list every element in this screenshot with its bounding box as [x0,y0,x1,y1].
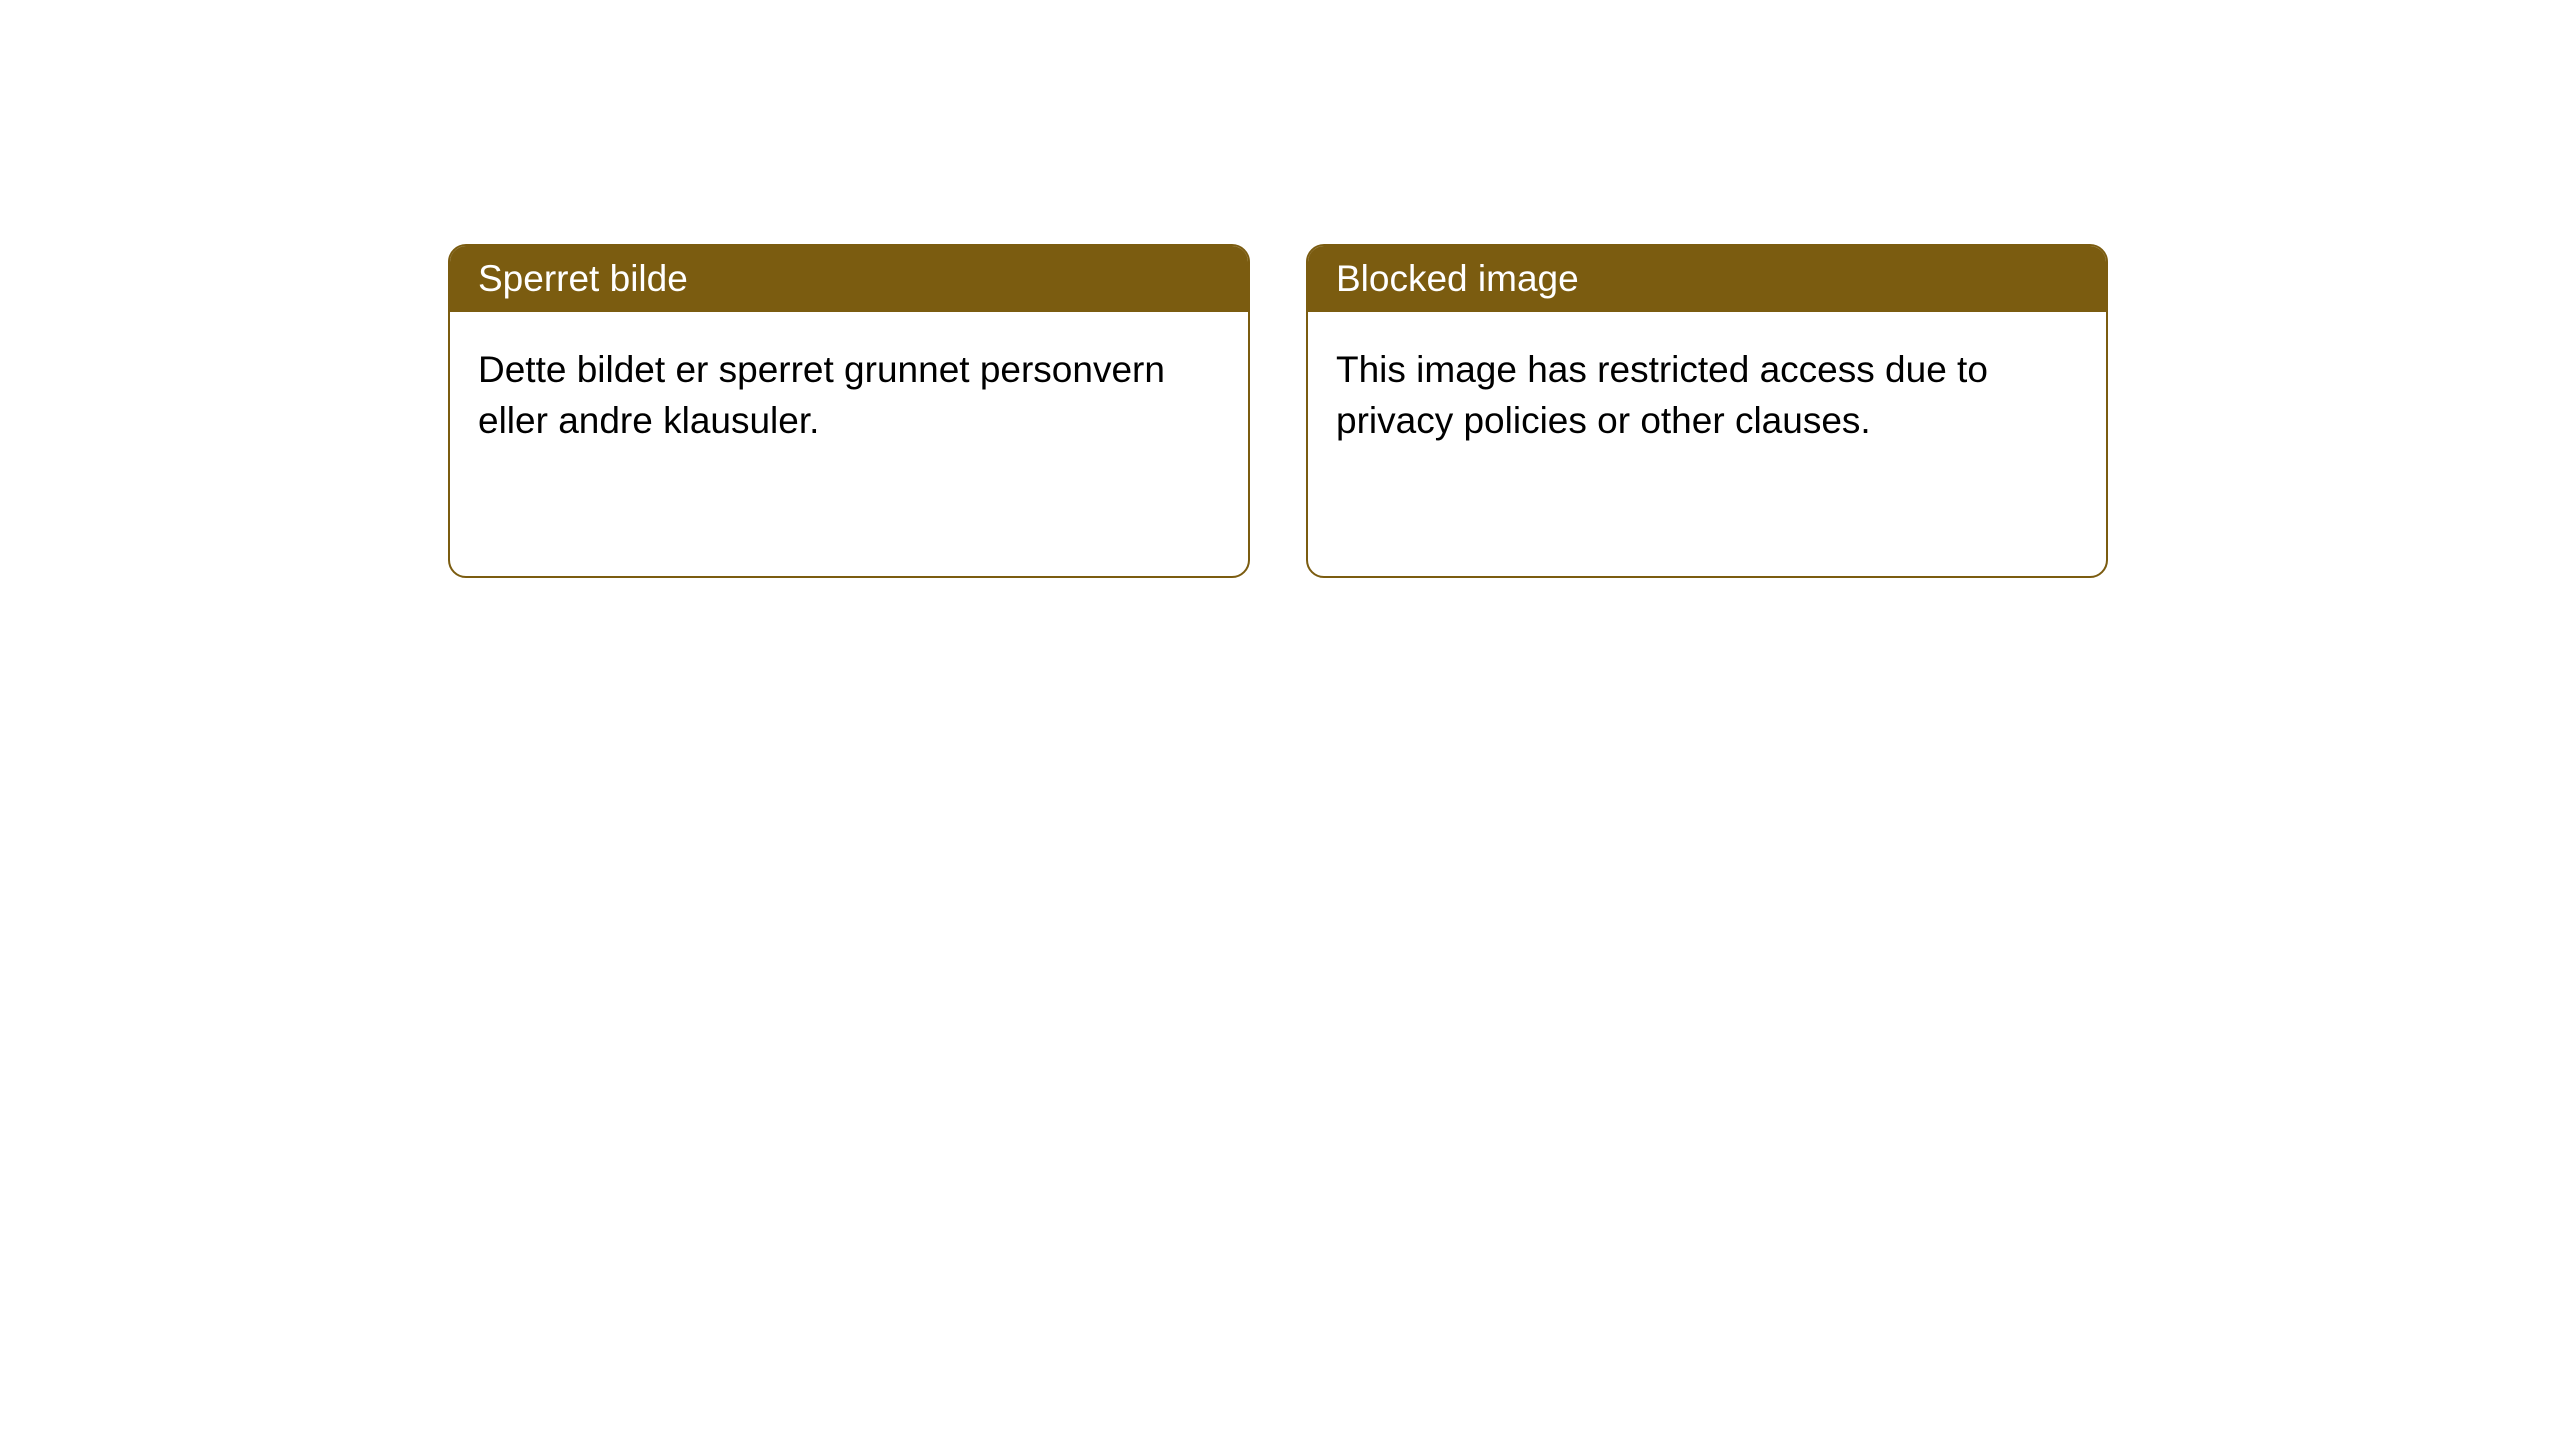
card-body-norwegian: Dette bildet er sperret grunnet personve… [450,312,1248,478]
card-body-english: This image has restricted access due to … [1308,312,2106,478]
card-header-norwegian: Sperret bilde [450,246,1248,312]
card-header-english: Blocked image [1308,246,2106,312]
notice-card-english: Blocked image This image has restricted … [1306,244,2108,578]
notice-cards-container: Sperret bilde Dette bildet er sperret gr… [448,244,2108,578]
notice-card-norwegian: Sperret bilde Dette bildet er sperret gr… [448,244,1250,578]
